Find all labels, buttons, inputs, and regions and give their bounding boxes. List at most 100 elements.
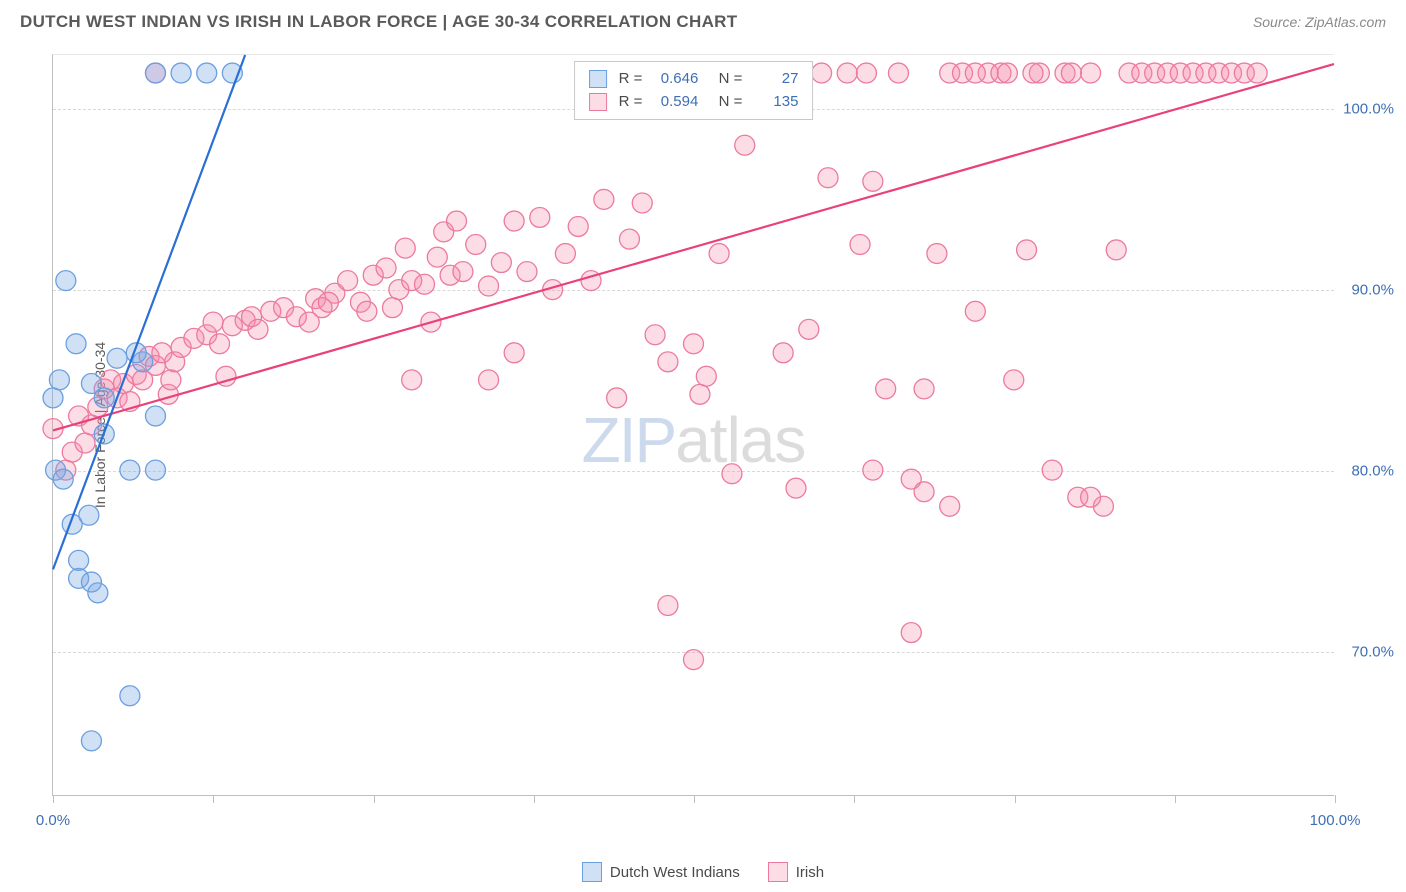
data-point [1023,63,1043,83]
data-point [658,352,678,372]
xtick [1015,795,1016,803]
data-point [940,496,960,516]
data-point [888,63,908,83]
stats-swatch-b [589,93,607,111]
data-point [555,244,575,264]
stats-n-value-a: 27 [748,68,798,91]
data-point [632,193,652,213]
legend-label-b: Irish [796,864,824,881]
data-point [619,229,639,249]
data-point [568,216,588,236]
xtick [53,795,54,803]
data-point [1042,460,1062,480]
data-point [914,379,934,399]
source-label: Source: ZipAtlas.com [1253,14,1386,30]
data-point [786,478,806,498]
xtick [213,795,214,803]
scatter-plot-svg [53,55,1334,795]
data-point [171,63,191,83]
data-point [479,276,499,296]
data-point [248,319,268,339]
xtick [694,795,695,803]
data-point [75,433,95,453]
data-point [818,168,838,188]
data-point [607,388,627,408]
data-point [837,63,857,83]
data-point [901,623,921,643]
data-point [1017,240,1037,260]
data-point [120,686,140,706]
legend-label-a: Dutch West Indians [610,864,740,881]
data-point [49,370,69,390]
data-point [856,63,876,83]
data-point [1004,370,1024,390]
data-point [594,189,614,209]
xtick [854,795,855,803]
data-point [684,334,704,354]
data-point [696,366,716,386]
data-point [402,370,422,390]
data-point [658,596,678,616]
stats-r-value-a: 0.646 [648,68,698,91]
data-point [530,207,550,227]
bottom-legend: Dutch West Indians Irish [0,862,1406,882]
stats-n-value-b: 135 [748,91,798,114]
stats-row-b: R = 0.594 N = 135 [589,91,799,114]
legend-item-b: Irish [768,862,824,882]
data-point [850,235,870,255]
data-point [145,460,165,480]
data-point [69,550,89,570]
data-point [914,482,934,502]
data-point [145,406,165,426]
data-point [382,298,402,318]
data-point [645,325,665,345]
stats-r-label-a: R = [619,68,643,91]
xtick [374,795,375,803]
data-point [81,731,101,751]
data-point [120,460,140,480]
data-point [357,301,377,321]
data-point [1061,63,1081,83]
data-point [812,63,832,83]
data-point [684,650,704,670]
data-point [876,379,896,399]
data-point [863,460,883,480]
data-point [1081,487,1101,507]
xtick-label: 0.0% [36,812,70,829]
stats-row-a: R = 0.646 N = 27 [589,68,799,91]
data-point [690,384,710,404]
chart-title: DUTCH WEST INDIAN VS IRISH IN LABOR FORC… [20,12,737,32]
stats-n-label-b: N = [719,91,743,114]
data-point [161,370,181,390]
data-point [466,235,486,255]
data-point [773,343,793,363]
data-point [735,135,755,155]
data-point [56,271,76,291]
data-point [107,348,127,368]
ytick-label: 80.0% [1339,463,1394,480]
legend-item-a: Dutch West Indians [582,862,740,882]
data-point [79,505,99,525]
ytick-label: 90.0% [1339,282,1394,299]
data-point [965,63,985,83]
data-point [210,334,230,354]
data-point [94,388,114,408]
data-point [338,271,358,291]
stats-r-label-b: R = [619,91,643,114]
data-point [427,247,447,267]
data-point [203,312,223,332]
stats-swatch-a [589,70,607,88]
data-point [965,301,985,321]
data-point [709,244,729,264]
data-point [1106,240,1126,260]
stats-r-value-b: 0.594 [648,91,698,114]
data-point [447,211,467,231]
xtick [534,795,535,803]
legend-swatch-b [768,862,788,882]
xtick [1175,795,1176,803]
data-point [453,262,473,282]
data-point [1247,63,1267,83]
data-point [997,63,1017,83]
stats-n-label-a: N = [719,68,743,91]
data-point [197,63,217,83]
